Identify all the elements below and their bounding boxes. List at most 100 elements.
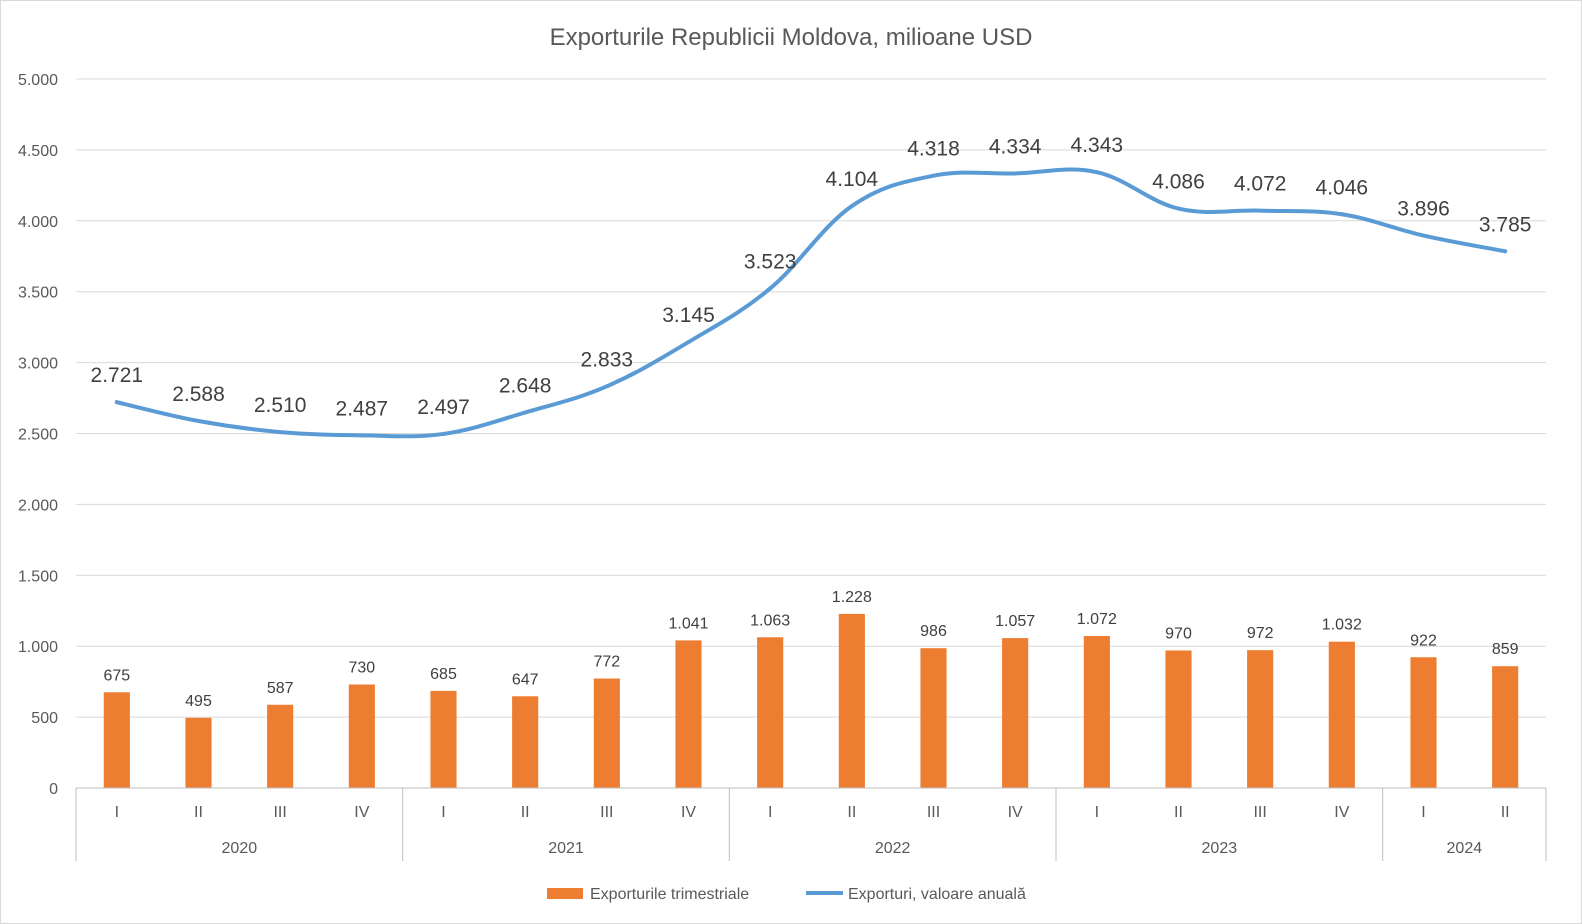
x-tick-label: IV <box>1334 804 1349 821</box>
x-tick-label: II <box>521 804 530 821</box>
line-data-label: 2.648 <box>499 375 552 398</box>
bar-series <box>103 613 1519 788</box>
x-tick-label: I <box>441 804 445 821</box>
line-data-label: 4.086 <box>1152 171 1205 194</box>
legend-swatch-bars <box>547 888 583 899</box>
y-tick-label: 2.500 <box>18 427 58 444</box>
line-point <box>359 433 364 438</box>
line-data-label: 2.721 <box>91 364 144 387</box>
bar-data-label: 1.072 <box>1077 611 1117 628</box>
line-data-labels: 2.721 2.588 2.510 2.487 2.497 2.648 2.833 3.145… <box>91 134 1532 420</box>
bar-data-label: 859 <box>1492 641 1519 658</box>
bar-data-label: 1.032 <box>1322 617 1362 634</box>
x-tick-label: II <box>194 804 203 821</box>
bar-data-label: 972 <box>1247 625 1274 642</box>
bar <box>1410 657 1437 788</box>
legend: Exporturile trimestriale Exporturi, valo… <box>547 886 1026 903</box>
bar <box>593 678 620 788</box>
bar <box>1165 650 1192 788</box>
line-data-label: 3.785 <box>1479 213 1532 236</box>
bar <box>838 613 865 788</box>
line-point <box>686 340 691 345</box>
line-point <box>196 419 201 424</box>
line-point <box>441 431 446 436</box>
line-point <box>1013 171 1018 176</box>
line-data-label: 4.104 <box>826 168 879 191</box>
bar <box>757 637 784 788</box>
line-data-label: 2.833 <box>581 348 634 371</box>
bar-data-label: 647 <box>512 671 539 688</box>
x-tick-label: IV <box>354 804 369 821</box>
line-data-label: 2.588 <box>172 383 225 406</box>
y-tick-label: 1.000 <box>18 639 58 656</box>
line-data-label: 2.510 <box>254 394 307 417</box>
line-data-label: 3.896 <box>1397 198 1450 221</box>
line-series-path <box>114 167 1508 439</box>
y-tick-label: 4.500 <box>18 143 58 160</box>
line-point <box>1339 212 1344 217</box>
line-point <box>604 384 609 389</box>
y-tick-label: 500 <box>31 710 58 727</box>
line-data-label: 4.046 <box>1316 176 1369 199</box>
bar <box>1492 666 1519 788</box>
bar <box>512 696 539 788</box>
bar <box>185 717 212 788</box>
x-tick-label: IV <box>1008 804 1023 821</box>
bar-data-label: 1.228 <box>832 589 872 606</box>
line-point <box>768 286 773 291</box>
x-tick-label: IV <box>681 804 696 821</box>
line-point <box>1258 208 1263 213</box>
x-tick-label: I <box>768 804 772 821</box>
bar <box>1328 641 1355 788</box>
bar-data-label: 1.063 <box>750 612 790 629</box>
bar <box>267 704 294 788</box>
line-data-label: 4.334 <box>989 135 1042 158</box>
bar-data-label: 970 <box>1165 625 1192 642</box>
chart-title: Exporturile Republicii Moldova, milioane… <box>550 24 1033 51</box>
line-point <box>931 173 936 178</box>
bar <box>103 692 130 788</box>
bar-data-label: 730 <box>348 659 375 676</box>
x-tick-label: I <box>115 804 119 821</box>
line-series <box>114 167 1508 439</box>
line-data-label: 4.318 <box>907 138 960 161</box>
bar <box>675 640 702 788</box>
x-tick-label: II <box>1174 804 1183 821</box>
line-data-label: 2.497 <box>417 396 470 419</box>
bar <box>1002 638 1029 788</box>
bar-data-label: 1.041 <box>668 615 708 632</box>
line-data-label: 4.072 <box>1234 173 1287 196</box>
bar <box>348 684 375 788</box>
y-tick-label: 4.000 <box>18 214 58 231</box>
line-data-label: 4.343 <box>1071 134 1124 157</box>
x-tick-label: I <box>1095 804 1099 821</box>
y-tick-label: 2.000 <box>18 497 58 514</box>
x-group-label: 2022 <box>875 840 911 857</box>
bar <box>1247 650 1274 788</box>
line-point <box>849 204 854 209</box>
bar-data-label: 1.057 <box>995 613 1035 630</box>
x-group-label: 2020 <box>222 840 258 857</box>
x-group-label: 2024 <box>1447 840 1483 857</box>
x-group-label: 2021 <box>548 840 584 857</box>
bar <box>920 648 947 788</box>
line-point <box>278 430 283 435</box>
bar <box>1083 635 1110 788</box>
line-point <box>1176 206 1181 211</box>
x-tick-label: III <box>1253 804 1266 821</box>
legend-label-bars: Exporturile trimestriale <box>590 886 749 903</box>
bar-data-label: 587 <box>267 680 294 697</box>
x-tick-label: III <box>273 804 286 821</box>
bar-data-label: 495 <box>185 693 212 710</box>
x-group-label: 2023 <box>1202 840 1238 857</box>
line-data-label: 3.145 <box>662 304 715 327</box>
y-axis-tick-labels: 0 500 1.000 1.500 2.000 2.500 3.000 3.500 4.000 4… <box>18 72 58 798</box>
line-data-label: 3.523 <box>744 250 797 273</box>
bar-data-label: 772 <box>593 654 620 671</box>
bar-data-label: 675 <box>103 667 130 684</box>
bar-data-label: 986 <box>920 623 947 640</box>
y-tick-label: 3.500 <box>18 285 58 302</box>
x-tick-label: II <box>847 804 856 821</box>
